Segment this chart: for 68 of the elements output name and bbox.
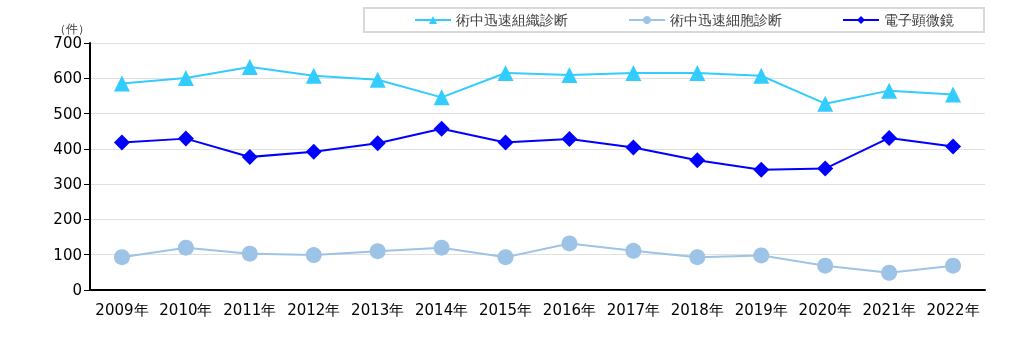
point xyxy=(945,86,962,103)
point xyxy=(113,249,130,266)
point xyxy=(433,120,450,137)
point xyxy=(817,95,834,112)
point xyxy=(881,264,898,281)
point xyxy=(945,257,962,274)
point xyxy=(241,58,258,75)
point xyxy=(625,242,642,259)
x-tick-label: 2018年 xyxy=(670,300,724,319)
y-tick-label: 100 xyxy=(53,245,82,264)
point xyxy=(369,71,386,88)
point xyxy=(625,64,642,81)
point xyxy=(113,134,130,151)
point xyxy=(113,75,130,92)
point xyxy=(753,247,770,264)
y-tick-label: 500 xyxy=(53,104,82,123)
point xyxy=(433,89,450,106)
x-tick-label: 2019年 xyxy=(734,300,788,319)
x-tick-label: 2011年 xyxy=(223,300,277,319)
x-tick-label: 2016年 xyxy=(542,300,597,319)
point xyxy=(241,148,258,165)
y-tick-label: 0 xyxy=(72,281,82,299)
point xyxy=(433,239,450,256)
point xyxy=(177,69,194,86)
point xyxy=(177,239,194,256)
point xyxy=(497,249,514,266)
point xyxy=(817,257,834,274)
x-tick-label: 2012年 xyxy=(287,300,341,319)
point xyxy=(945,138,962,155)
x-tick-label: 2015年 xyxy=(478,300,533,319)
x-tick-label: 2022年 xyxy=(926,300,980,319)
y-tick-label: 200 xyxy=(53,210,82,229)
y-axis-title: （件） xyxy=(54,22,90,36)
point xyxy=(753,67,770,84)
point xyxy=(305,67,322,84)
point xyxy=(497,134,514,151)
point xyxy=(561,67,578,84)
point xyxy=(369,135,386,152)
x-tick-label: 2013年 xyxy=(351,300,405,319)
point xyxy=(689,152,706,169)
y-tick-label: 300 xyxy=(53,175,82,194)
y-tick-label: 600 xyxy=(53,69,82,88)
x-tick-label: 2017年 xyxy=(606,300,660,319)
point xyxy=(881,82,898,99)
point xyxy=(817,160,834,177)
point xyxy=(305,143,322,160)
y-tick-label: 700 xyxy=(53,34,82,52)
legend-label: 術中迅速細胞診断 xyxy=(670,12,782,28)
point xyxy=(177,130,194,147)
point xyxy=(561,235,578,252)
point xyxy=(881,129,898,146)
point xyxy=(689,249,706,266)
point xyxy=(753,161,770,178)
x-tick-label: 2020年 xyxy=(798,300,852,319)
point xyxy=(561,130,578,147)
x-tick-label: 2021年 xyxy=(862,300,916,319)
legend-label: 電子顕微鏡 xyxy=(884,12,954,28)
x-tick-label: 2009年 xyxy=(95,300,149,319)
point xyxy=(625,139,642,156)
y-tick-label: 400 xyxy=(53,139,82,158)
x-tick-label: 2010年 xyxy=(159,300,213,319)
legend-label: 術中迅速組織診断 xyxy=(456,12,568,28)
point xyxy=(497,64,514,81)
x-tick-label: 2014年 xyxy=(415,300,469,319)
point xyxy=(305,247,322,264)
point xyxy=(689,64,706,81)
point xyxy=(369,243,386,260)
point xyxy=(241,245,258,262)
